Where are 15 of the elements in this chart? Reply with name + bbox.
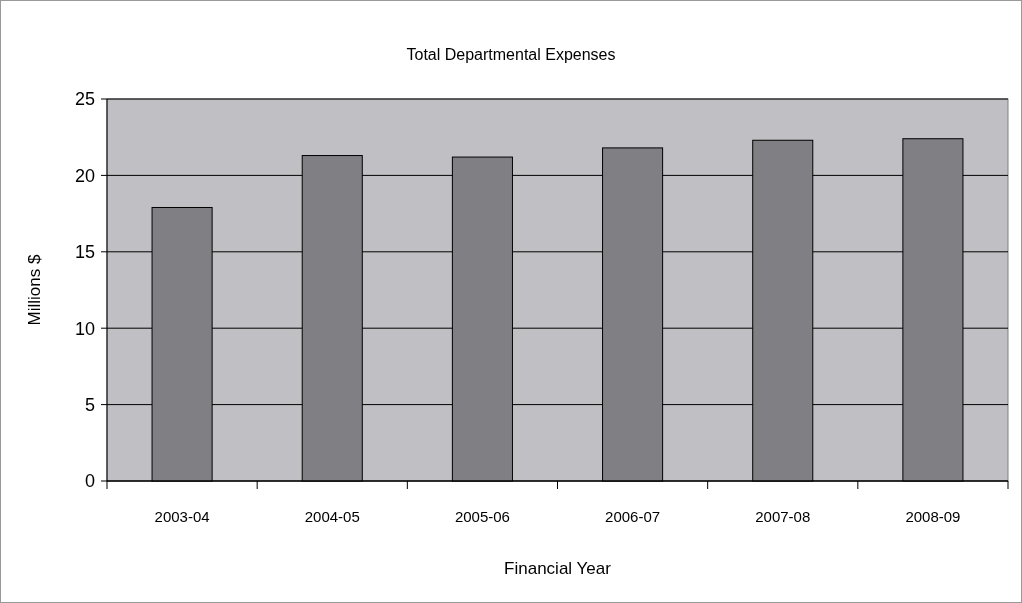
x-tick-label: 2005-06 [454,508,510,525]
x-tick-label: 2008-09 [905,508,961,525]
chart-title: Total Departmental Expenses [406,46,616,63]
y-tick-label: 10 [74,318,95,339]
y-tick-label: 0 [84,471,95,492]
x-tick-label: 2003-04 [154,508,210,525]
y-tick-label: 25 [74,89,95,110]
y-tick-label: 20 [74,165,95,186]
x-tick-label: 2006-07 [605,508,661,525]
x-tick-label: 2004-05 [304,508,360,525]
x-tick-label: 2007-08 [755,508,811,525]
y-axis-title: Millions $ [25,254,44,326]
y-tick-label: 15 [74,242,95,263]
x-axis-title: Financial Year [504,559,612,578]
y-tick-label: 5 [84,394,95,415]
